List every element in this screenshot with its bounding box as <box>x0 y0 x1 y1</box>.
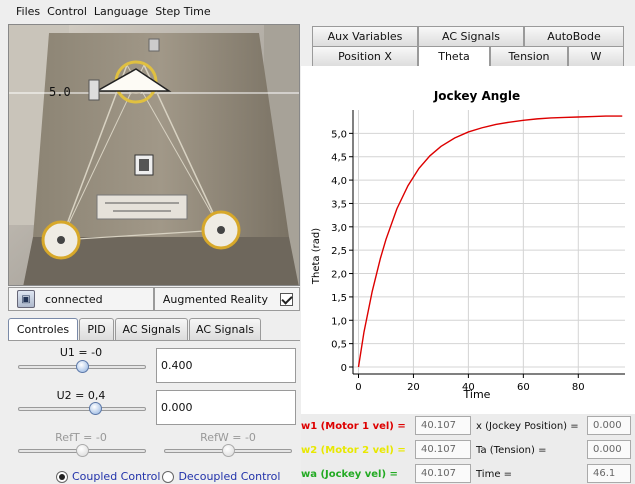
coupled-control-radio[interactable] <box>56 470 68 483</box>
chart-ytick-label: 0 <box>341 363 347 374</box>
reft-slider[interactable] <box>14 444 150 458</box>
tab-theta[interactable]: Theta <box>418 46 490 67</box>
u2-label: U2 = 0,4 <box>56 389 106 402</box>
menu-control[interactable]: Control <box>47 4 87 18</box>
u1-slider[interactable] <box>14 360 150 374</box>
tab-w[interactable]: W <box>568 46 624 67</box>
chart-xtick-label: 20 <box>407 382 420 393</box>
chart-ytick-label: 3,0 <box>331 223 347 234</box>
decoupled-control-radio[interactable] <box>162 470 175 483</box>
right-tabs-bottom: Position X Theta Tension W <box>312 46 624 67</box>
chart-xtick-label: 0 <box>355 382 361 393</box>
refw-slider-knob[interactable] <box>222 444 235 457</box>
augmented-reality-checkbox[interactable] <box>280 292 293 306</box>
readout-label: w1 (Motor 1 vel) = <box>301 420 406 432</box>
readout-label-2: x (Jockey Position) = <box>476 420 579 432</box>
chart-ytick-label: 4,5 <box>331 153 347 164</box>
tab-aux-variables[interactable]: Aux Variables <box>312 26 418 47</box>
connection-box: ▣ connected <box>8 287 154 311</box>
chart-ytick-label: 0,5 <box>331 340 347 351</box>
augmented-reality-box: Augmented Reality <box>154 287 300 311</box>
readout-row: w1 (Motor 1 vel) = 40.107 x (Jockey Positi… <box>301 414 635 438</box>
tab-ac-signals[interactable]: AC Signals <box>418 26 524 47</box>
tab-ac-signals-2[interactable]: AC Signals <box>189 318 261 340</box>
tab-tension[interactable]: Tension <box>490 46 568 67</box>
connect-icon[interactable]: ▣ <box>17 290 35 308</box>
chart-ytick-label: 4,0 <box>331 176 347 187</box>
refw-slider[interactable] <box>160 444 296 458</box>
tab-controles[interactable]: Controles <box>8 318 78 340</box>
u1-slider-knob[interactable] <box>76 360 89 373</box>
connection-status: connected <box>45 292 103 306</box>
chart-ytick-label: 3,5 <box>331 199 347 210</box>
menu-bar: Files Control Language Step Time <box>0 0 635 22</box>
right-tabs-top: Aux Variables AC Signals AutoBode <box>312 26 624 47</box>
theta-chart: Jockey Angle Time Theta (rad) 0 20 40 60 80 0… <box>311 89 625 401</box>
decoupled-control-label: Decoupled Control <box>178 470 281 483</box>
menu-step-time[interactable]: Step Time <box>155 4 211 18</box>
reft-label: RefT = -0 <box>55 431 107 444</box>
refw-label: RefW = -0 <box>200 431 256 444</box>
readout-label: w2 (Motor 2 vel) = <box>301 444 406 456</box>
chart-series-line <box>357 115 623 368</box>
augmented-reality-label: Augmented Reality <box>162 292 268 306</box>
readout-value: 40.107 <box>415 416 471 435</box>
tab-position-x[interactable]: Position X <box>312 46 418 67</box>
reft-slider-knob[interactable] <box>76 444 89 457</box>
readout-label-2: Ta (Tension) = <box>476 444 547 456</box>
chart-ytick-label: 5,0 <box>331 129 347 140</box>
chart-ytick-label: 2,0 <box>331 270 347 281</box>
camera-overlay-value: 5.0 <box>49 85 71 99</box>
control-mode-group: Coupled Control Decoupled Control <box>56 470 280 483</box>
tab-autobode[interactable]: AutoBode <box>524 26 624 47</box>
readout-value-2: 0.000 <box>587 416 631 435</box>
u1-value-field[interactable]: 0.400 <box>156 348 296 383</box>
chart-xlabel: Time <box>463 388 491 401</box>
readout-label-2: Time = <box>476 468 513 480</box>
chart-xtick-label: 80 <box>572 382 585 393</box>
connection-row: ▣ connected Augmented Reality <box>8 287 300 311</box>
chart-ytick-label: 1,0 <box>331 316 347 327</box>
readout-value: 40.107 <box>415 464 471 483</box>
readout-value-2: 0.000 <box>587 440 631 459</box>
tab-pid[interactable]: PID <box>79 318 114 340</box>
coupled-control-label: Coupled Control <box>72 470 161 483</box>
theta-plot-panel: Jockey Angle Time Theta (rad) 0 20 40 60 80 0… <box>301 66 635 414</box>
u1-label: U1 = -0 <box>59 346 103 359</box>
readout-value: 40.107 <box>415 440 471 459</box>
chart-ylabel: Theta (rad) <box>311 228 322 285</box>
menu-language[interactable]: Language <box>93 4 149 18</box>
camera-view: 5.0 <box>8 24 300 286</box>
tab-ac-signals-1[interactable]: AC Signals <box>115 318 188 340</box>
left-tabs: Controles PID AC Signals AC Signals <box>8 318 262 340</box>
chart-title: Jockey Angle <box>433 89 520 103</box>
u2-slider[interactable] <box>14 402 150 416</box>
chart-ytick-label: 2,5 <box>331 246 347 257</box>
chart-xtick-label: 60 <box>517 382 530 393</box>
readout-row: wa (Jockey vel) = 40.107 Time = 46.1 <box>301 462 635 484</box>
camera-image <box>9 25 299 285</box>
chart-xtick-label: 40 <box>462 382 475 393</box>
readout-label: wa (Jockey vel) = <box>301 468 398 480</box>
readout-row: w2 (Motor 2 vel) = 40.107 Ta (Tension) = 0.… <box>301 438 635 462</box>
u2-slider-knob[interactable] <box>88 402 102 415</box>
u2-value-field[interactable]: 0.000 <box>156 390 296 425</box>
menu-files[interactable]: Files <box>16 4 41 18</box>
chart-ytick-label: 1,5 <box>331 293 347 304</box>
readout-value-2: 46.1 <box>587 464 631 483</box>
controls-panel <box>8 340 300 484</box>
